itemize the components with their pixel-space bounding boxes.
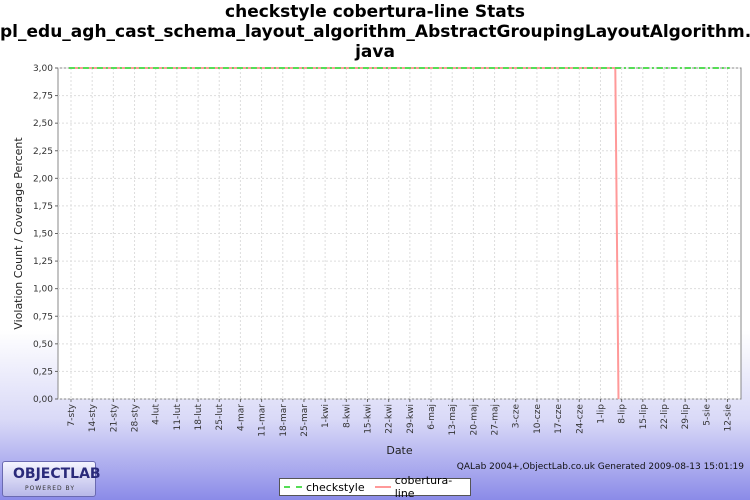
x-tick-label: 12-sie [724,404,734,432]
x-tick-label: 29-kwi [406,404,416,434]
x-tick-label: 21-sty [109,403,119,432]
legend-label-cobertura-line: cobertura-line [394,474,453,500]
logo-subtext: POWERED BY [25,485,76,492]
y-tick-label: 1,75 [33,202,53,212]
chart-title-line-3: java [355,42,395,62]
y-tick-label: 1,00 [33,285,53,295]
x-tick-label: 13-maj [448,404,458,435]
generated-footer-note: QALab 2004+,ObjectLab.co.uk Generated 20… [456,462,744,472]
x-tick-label: 4-mar [236,404,246,431]
x-tick-label: 15-lip [639,404,649,430]
x-tick-label: 15-kwi [363,404,373,434]
legend-swatch-cobertura-line [374,486,391,488]
x-tick-label: 8-lip [618,404,628,424]
y-tick-label: 0,00 [33,395,53,405]
x-tick-label: 18-mar [279,404,289,437]
x-tick-label: 27-maj [491,404,501,435]
chart-title-line-2: pl_edu_agh_cast_schema_layout_algorithm_… [0,22,750,42]
y-tick-label: 3,00 [33,64,53,74]
y-tick-label: 0,75 [33,312,53,322]
x-tick-label: 22-lip [660,404,670,430]
y-tick-label: 1,25 [33,257,53,267]
x-tick-label: 4-lut [152,404,162,425]
x-axis-label: Date [386,444,413,457]
x-tick-label: 20-maj [469,404,479,435]
x-tick-label: 14-sty [88,403,98,432]
y-tick-label: 2,75 [33,92,53,102]
y-axis-label: Violation Count / Coverage Percent [12,137,25,330]
y-tick-label: 0,50 [33,340,53,350]
x-tick-label: 22-kwi [385,404,395,434]
chart-title-line-1: checkstyle cobertura-line Stats [225,2,525,22]
objectlab-logo: OBJECTLAB POWERED BY [2,461,101,497]
x-tick-label: 5-sie [702,404,712,426]
legend-label-checkstyle: checkstyle [306,480,365,494]
y-tick-label: 2,25 [33,147,53,157]
y-tick-label: 1,50 [33,230,53,240]
x-tick-label: 11-mar [258,404,268,437]
legend-item-checkstyle: checkstyle [284,481,365,494]
x-tick-label: 28-sty [131,403,141,432]
chart-legend: checkstyle cobertura-line [279,474,471,500]
x-tick-label: 11-lut [173,404,183,431]
legend-swatch-checkstyle [284,486,302,488]
x-tick-label: 3-cze [512,404,522,429]
x-tick-label: 29-lip [681,404,691,430]
x-tick-label: 7-sty [67,403,77,426]
legend-item-cobertura-line: cobertura-line [374,474,464,500]
x-tick-label: 18-lut [194,404,204,431]
x-tick-label: 24-cze [575,404,585,434]
x-tick-label: 8-kwi [342,404,352,428]
x-tick-label: 25-mar [300,404,310,437]
x-tick-label: 25-lut [215,404,225,431]
y-tick-label: 2,00 [33,174,53,184]
y-tick-label: 0,25 [33,367,53,377]
logo-text: OBJECTLAB [13,466,101,482]
x-tick-label: 1-kwi [321,404,331,428]
x-tick-label: 17-cze [554,404,564,434]
x-tick-label: 1-lip [596,404,606,424]
y-tick-label: 2,50 [33,119,53,129]
x-tick-label: 6-maj [427,404,437,430]
x-tick-label: 10-cze [533,404,543,434]
